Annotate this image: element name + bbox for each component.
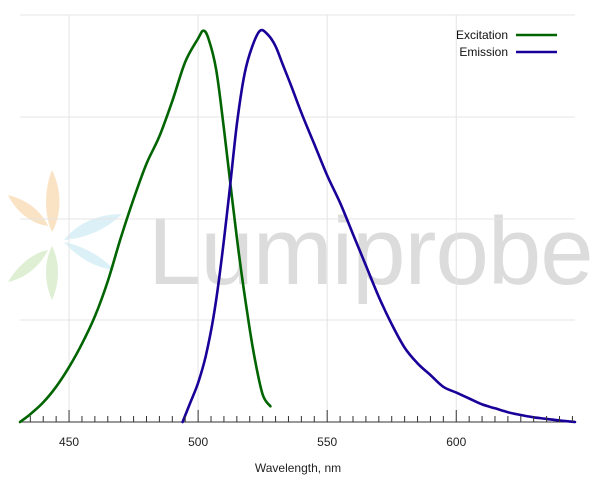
lumiprobe-logo-icon (8, 170, 122, 300)
series-layer (18, 28, 577, 424)
x-tick-label: 500 (188, 435, 208, 449)
x-axis-title: Wavelength, nm (255, 461, 341, 475)
watermark-text: Lumiprobe (148, 198, 593, 305)
grid-lines (20, 14, 575, 422)
legend-label-excitation: Excitation (456, 28, 508, 42)
x-tick-label: 550 (317, 435, 337, 449)
x-axis-ticks: 450 500 550 600 (29, 410, 573, 449)
x-tick-label: 600 (446, 435, 466, 449)
legend: Excitation Emission (456, 28, 557, 59)
x-tick-label: 450 (59, 435, 79, 449)
series-line-emission (181, 28, 577, 424)
series-line-excitation (18, 29, 272, 424)
legend-label-emission: Emission (459, 45, 508, 59)
lumiprobe-watermark: Lumiprobe (8, 170, 594, 305)
